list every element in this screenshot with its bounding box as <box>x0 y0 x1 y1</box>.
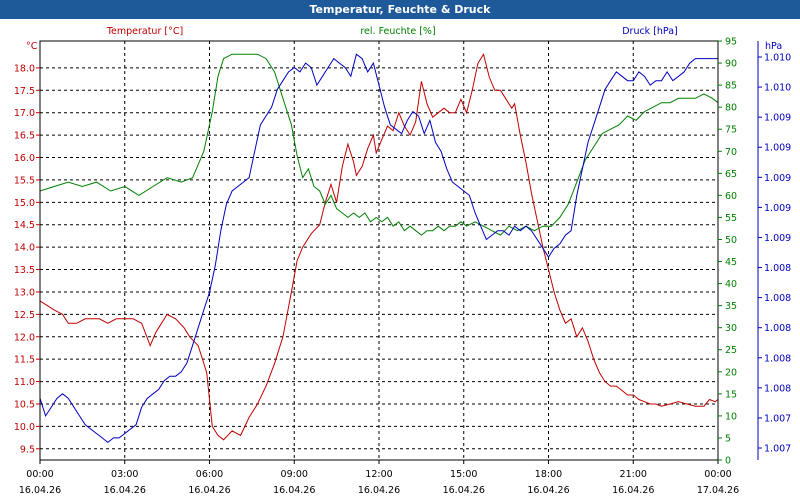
temperature-axis-label: Temperatur [°C] <box>106 26 183 37</box>
temperature-tick-label: 11.0 <box>14 377 35 388</box>
x-tick-date: 16.04.26 <box>527 485 569 496</box>
pressure-tick-label: 1.009 <box>764 203 791 214</box>
temperature-tick-label: 15.5 <box>14 175 35 186</box>
humidity-tick-label: 75 <box>725 125 737 136</box>
pressure-tick-label: 1.008 <box>764 263 791 274</box>
x-tick-time: 18:00 <box>535 469 562 480</box>
humidity-tick-label: 85 <box>725 81 737 92</box>
x-tick-time: 03:00 <box>111 469 138 480</box>
pressure-tick-label: 1.008 <box>764 293 791 304</box>
humidity-tick-label: 90 <box>725 59 737 70</box>
temperature-tick-label: 17.0 <box>14 108 35 119</box>
pressure-tick-label: 1.007 <box>764 413 791 424</box>
x-tick-time: 00:00 <box>704 469 731 480</box>
temperature-tick-label: 12.0 <box>14 332 35 343</box>
x-tick-date: 16.04.26 <box>188 485 230 496</box>
humidity-tick-label: 40 <box>725 279 737 290</box>
x-tick-date: 16.04.26 <box>612 485 654 496</box>
pressure-tick-label: 1.008 <box>764 353 791 364</box>
temperature-tick-label: 13.5 <box>14 265 35 276</box>
x-tick-date: 16.04.26 <box>443 485 485 496</box>
humidity-series-line <box>39 53 719 236</box>
temperature-tick-label: 16.0 <box>14 153 35 164</box>
x-tick-date: 17.04.26 <box>697 485 739 496</box>
pressure-tick-label: 1.010 <box>764 83 791 94</box>
x-tick-date: 16.04.26 <box>273 485 315 496</box>
temperature-tick-label: 14.0 <box>14 243 35 254</box>
temperature-tick-label: 10.0 <box>14 422 35 433</box>
temperature-tick-label: 15.0 <box>14 198 35 209</box>
x-tick-time: 21:00 <box>620 469 647 480</box>
temperature-tick-label: 9.5 <box>20 444 35 455</box>
x-tick-time: 12:00 <box>365 469 392 480</box>
pressure-tick-label: 1.008 <box>764 323 791 334</box>
humidity-tick-label: 95 <box>725 37 737 48</box>
series-group <box>39 53 719 444</box>
pressure-tick-label: 1.009 <box>764 143 791 154</box>
temperature-tick-label: 18.0 <box>14 63 35 74</box>
humidity-tick-label: 5 <box>725 433 731 444</box>
temperature-tick-label: 14.5 <box>14 220 35 231</box>
temperature-tick-label: 13.0 <box>14 287 35 298</box>
humidity-tick-label: 20 <box>725 367 737 378</box>
humidity-tick-label: 45 <box>725 257 737 268</box>
temperature-tick-label: 12.5 <box>14 310 35 321</box>
pressure-tick-label: 1.010 <box>764 53 791 64</box>
pressure-axis-label: Druck [hPa] <box>622 26 678 37</box>
temperature-unit: °C <box>26 41 38 52</box>
pressure-tick-label: 1.009 <box>764 173 791 184</box>
humidity-tick-label: 30 <box>725 323 737 334</box>
humidity-axis-label: rel. Feuchte [%] <box>360 26 435 37</box>
pressure-tick-label: 1.007 <box>764 444 791 455</box>
x-tick-date: 16.04.26 <box>358 485 400 496</box>
humidity-tick-label: 25 <box>725 345 737 356</box>
humidity-tick-label: 55 <box>725 213 737 224</box>
humidity-tick-label: 50 <box>725 235 737 246</box>
temperature-tick-label: 17.5 <box>14 86 35 97</box>
chart-area: 00:00 16.04.26 03:00 16.04.26 06:00 16.04.26 0… <box>14 26 791 497</box>
pressure-tick-label: 1.009 <box>764 113 791 124</box>
x-tick-date: 16.04.26 <box>19 485 61 496</box>
x-tick-time: 00:00 <box>26 469 53 480</box>
chart-title: Temperatur, Feuchte & Druck <box>309 3 491 16</box>
x-tick-date: 16.04.26 <box>104 485 146 496</box>
x-tick-time: 06:00 <box>196 469 223 480</box>
humidity-tick-label: 15 <box>725 389 737 400</box>
humidity-tick-label: 0 <box>725 456 731 467</box>
pressure-tick-label: 1.008 <box>764 383 791 394</box>
grid <box>40 41 718 460</box>
humidity-tick-label: 10 <box>725 411 737 422</box>
pressure-series-line <box>39 53 718 444</box>
humidity-tick-label: 60 <box>725 191 737 202</box>
title-bar: Temperatur, Feuchte & Druck <box>0 0 800 19</box>
axes-group: 00:00 16.04.26 03:00 16.04.26 06:00 16.04.26 0… <box>14 37 791 497</box>
humidity-tick-label: 65 <box>725 169 737 180</box>
temperature-tick-label: 16.5 <box>14 131 35 142</box>
humidity-tick-label: 35 <box>725 301 737 312</box>
humidity-tick-label: 70 <box>725 147 737 158</box>
x-tick-time: 09:00 <box>281 469 308 480</box>
temperature-tick-label: 11.5 <box>14 355 35 366</box>
pressure-unit: hPa <box>765 41 782 52</box>
temperature-series-line <box>39 53 719 441</box>
temperature-tick-label: 10.5 <box>14 399 35 410</box>
humidity-tick-label: 80 <box>725 103 737 114</box>
pressure-tick-label: 1.009 <box>764 233 791 244</box>
x-tick-time: 15:00 <box>450 469 477 480</box>
